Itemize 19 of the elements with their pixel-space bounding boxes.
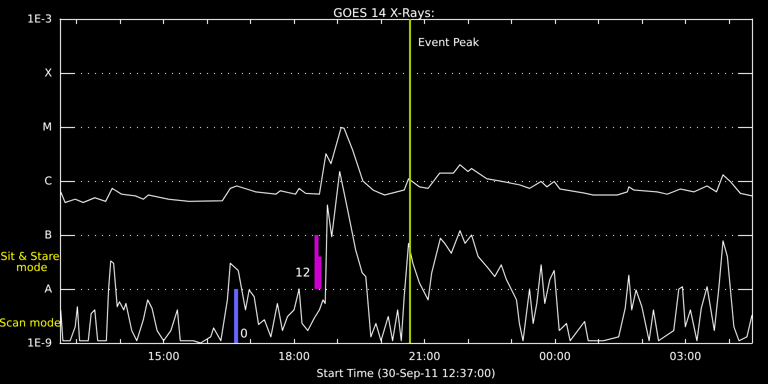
y-tick-label: C	[44, 174, 52, 188]
x-tick-label: 00:00	[539, 350, 571, 363]
x-tick-label: 18:00	[278, 350, 310, 363]
x-axis-title: Start Time (30-Sep-11 12:37:00)	[316, 367, 496, 380]
chart-title: GOES 14 X-Rays:	[333, 6, 435, 20]
annotation: 12	[295, 266, 310, 280]
x-tick-label: 15:00	[148, 350, 180, 363]
text: Sit & Stare mode	[0, 250, 60, 274]
y-tick-label: M	[42, 120, 52, 134]
y-tick-label: 1E-9	[27, 336, 52, 350]
annotation: 0	[240, 326, 248, 340]
ref-line-label: Event Peak	[418, 36, 480, 49]
y-tick-label: A	[44, 282, 52, 296]
x-tick-label: 03:00	[669, 350, 702, 363]
y-tick-label: B	[44, 228, 52, 242]
y-tick-label: X	[44, 66, 52, 80]
x-tick-label: 21:00	[408, 350, 440, 363]
y-tick-label: 1E-3	[27, 12, 52, 26]
annotation: Scan mode	[0, 316, 61, 330]
